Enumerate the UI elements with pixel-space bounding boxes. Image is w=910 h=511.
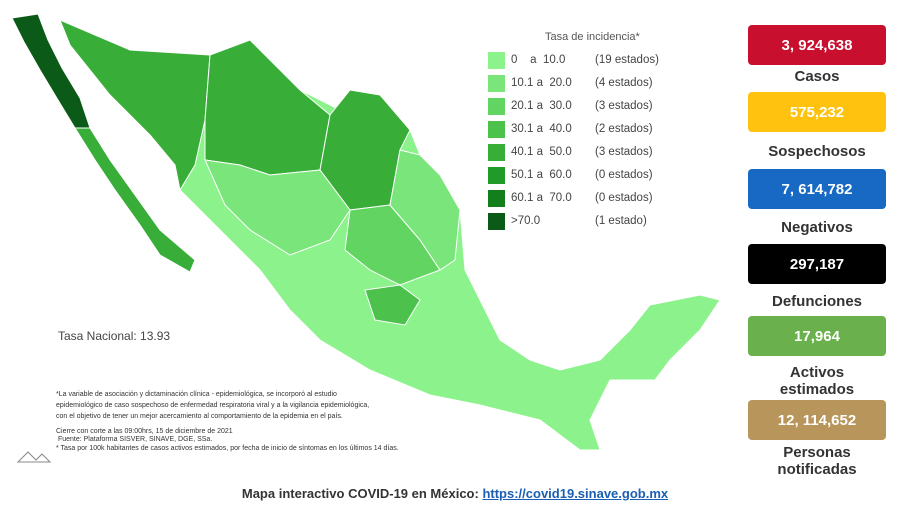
stat-value: 7, 614,782 <box>748 169 886 209</box>
state-tamaulipas <box>389 149 461 271</box>
stat-label: Sospechosos <box>768 143 866 160</box>
note: epidemiológico de caso sospechoso de enf… <box>56 402 370 409</box>
state-center <box>204 159 351 256</box>
stat-label: Activos estimados <box>779 364 855 398</box>
legend-count: (3 estados) <box>595 146 653 158</box>
stat-label: Negativos <box>781 219 853 236</box>
stat-value: 575,232 <box>748 92 886 132</box>
logo <box>16 451 52 463</box>
stat-label: Defunciones <box>771 293 862 310</box>
legend-swatch <box>488 144 505 161</box>
legend-count: (3 estados) <box>595 100 653 112</box>
note: con el objetivo de tener un mejor acerca… <box>56 413 343 420</box>
map <box>11 13 721 463</box>
state-bcs <box>74 127 196 273</box>
legend-swatch <box>488 75 505 92</box>
legend-swatch <box>488 167 505 184</box>
note: *La variable de asociación y dictaminaci… <box>56 391 337 398</box>
legend-range: >70.0 <box>511 215 541 227</box>
legend-range: 20.1 a 30.0 <box>511 100 572 112</box>
stat-value: 3, 924,638 <box>748 25 886 65</box>
legend-swatch <box>488 190 505 207</box>
legend-swatch <box>488 213 505 230</box>
state-sonora <box>59 19 211 192</box>
legend-swatch <box>488 121 505 138</box>
national-rate: Tasa Nacional: 13.93 <box>58 329 171 343</box>
stat-value: 297,187 <box>748 244 886 284</box>
stat-label: Casos <box>794 68 840 85</box>
legend-range: 0 a 10.0 <box>511 54 566 66</box>
legend-count: (2 estados) <box>595 123 653 135</box>
note: Cierre con corte a las 09:00hrs, 15 de d… <box>56 428 233 435</box>
note: Fuente: Plataforma SISVER, SINAVE, DGE, … <box>56 436 213 443</box>
legend-range: 60.1 a 70.0 <box>511 192 572 204</box>
legend-swatch <box>488 98 505 115</box>
footer-link[interactable]: https://covid19.sinave.gob.mx <box>482 486 669 501</box>
legend-count: (19 estados) <box>595 54 659 66</box>
stat-label: Personas notificadas <box>777 444 857 478</box>
legend-count: (1 estado) <box>595 215 647 227</box>
state-bajio <box>364 284 421 326</box>
note: * Tasa por 100k habitantes de casos acti… <box>56 445 399 452</box>
footer: Mapa interactivo COVID-19 en México: htt… <box>0 486 910 501</box>
stat-value: 12, 114,652 <box>748 400 886 440</box>
state-chihuahua <box>204 39 331 176</box>
stat-value: 17,964 <box>748 316 886 356</box>
legend-range: 40.1 a 50.0 <box>511 146 572 158</box>
legend-range: 10.1 a 20.0 <box>511 77 572 89</box>
legend-title: Tasa de incidencia* <box>545 31 640 43</box>
legend-count: (0 estados) <box>595 169 653 181</box>
legend-count: (0 estados) <box>595 192 653 204</box>
footer-text: Mapa interactivo COVID-19 en México: <box>241 486 479 501</box>
legend-range: 30.1 a 40.0 <box>511 123 572 135</box>
legend-count: (4 estados) <box>595 77 653 89</box>
legend-range: 50.1 a 60.0 <box>511 169 572 181</box>
legend-swatch <box>488 52 505 69</box>
